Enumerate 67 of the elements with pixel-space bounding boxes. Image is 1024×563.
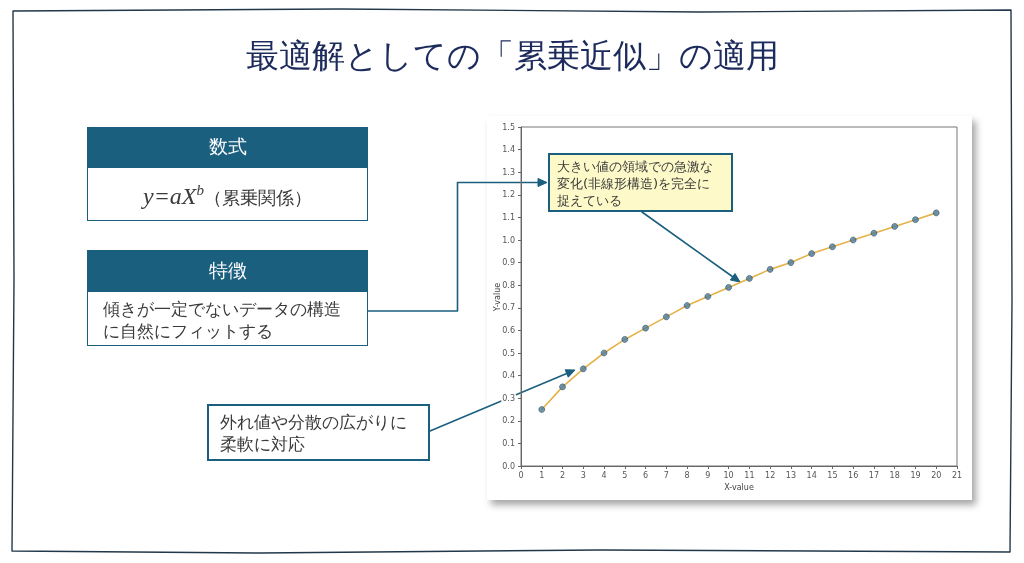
point [808,250,816,258]
x-tick-label: 19 [910,470,921,480]
x-tick-label: 15 [827,470,838,480]
x-tick-label: 16 [848,470,859,480]
y-tick-label: 1.5 [502,122,515,132]
y-tick-label: 0.3 [502,393,515,403]
point [559,383,567,391]
y-axis-title: Y-value [492,282,502,311]
x-tick-label: 18 [889,470,900,480]
text: 傾きが一定でないデータの構造に自然にフィットする [103,298,342,342]
point [662,313,670,321]
point [828,243,836,251]
x-tick-label: 8 [684,470,690,480]
x-tick-label: 3 [580,470,586,480]
text: 数式 [208,134,247,159]
x-tick-label: 2 [559,470,566,480]
x-tick-label: 1 [539,470,545,480]
y-tick-label: 0.7 [502,303,515,313]
y-tick-label: 0.9 [502,258,515,268]
point [766,265,774,273]
y-tick-label: 0.8 [502,280,515,290]
x-tick-label: 5 [622,470,628,480]
x-tick-label: 11 [744,470,755,480]
y-tick-label: 1.0 [502,235,515,245]
y-tick-label: 1.3 [502,167,515,177]
y-tick-label: 1.2 [502,190,515,200]
x-tick-label: 21 [951,470,963,480]
y-tick-label: 0.2 [502,416,515,426]
point [704,293,712,300]
point [600,349,608,357]
x-axis-title: X-value [724,483,754,493]
y-tick-label: 1.1 [502,212,515,222]
point [891,222,899,230]
y-tick-label: 0.1 [502,438,515,448]
x-tick-label: 10 [723,470,734,480]
x-tick-label: 20 [931,470,942,480]
point [621,335,629,343]
x-tick-label: 6 [643,470,649,480]
x-tick-label: 14 [806,470,817,480]
point [849,236,857,244]
y-tick-label: 0.5 [502,348,515,358]
chart-title: 最適解としての「累乗近似」の適用 [244,35,780,77]
text: 外れ値や分散の広がりに柔軟に対応 [220,412,407,454]
x-tick-label: 4 [601,470,607,480]
point [725,283,733,291]
text: y=aX$^{b}$（累乗関係） [142,181,312,209]
y-tick-label: 0.4 [502,371,515,381]
point [870,229,878,237]
y-tick-label: 0.0 [502,461,515,471]
x-tick-label: 17 [868,470,880,480]
x-tick-label: 9 [705,470,711,480]
text: 特徴 [208,257,247,283]
y-tick-label: 0.6 [502,325,515,335]
point [932,209,940,217]
point [538,406,546,413]
x-tick-label: 12 [765,470,776,480]
x-tick-label: 0 [518,470,524,480]
annotation: 大きい値の領域での急激な変化(非線形構造)を完全に捉えている [557,159,713,208]
point [579,365,587,373]
point [787,259,795,267]
point [911,216,919,224]
point [683,302,691,310]
x-tick-label: 13 [785,470,796,480]
y-tick-label: 1.4 [502,145,515,155]
point [745,274,753,282]
point [642,324,650,332]
x-tick-label: 7 [663,470,669,480]
